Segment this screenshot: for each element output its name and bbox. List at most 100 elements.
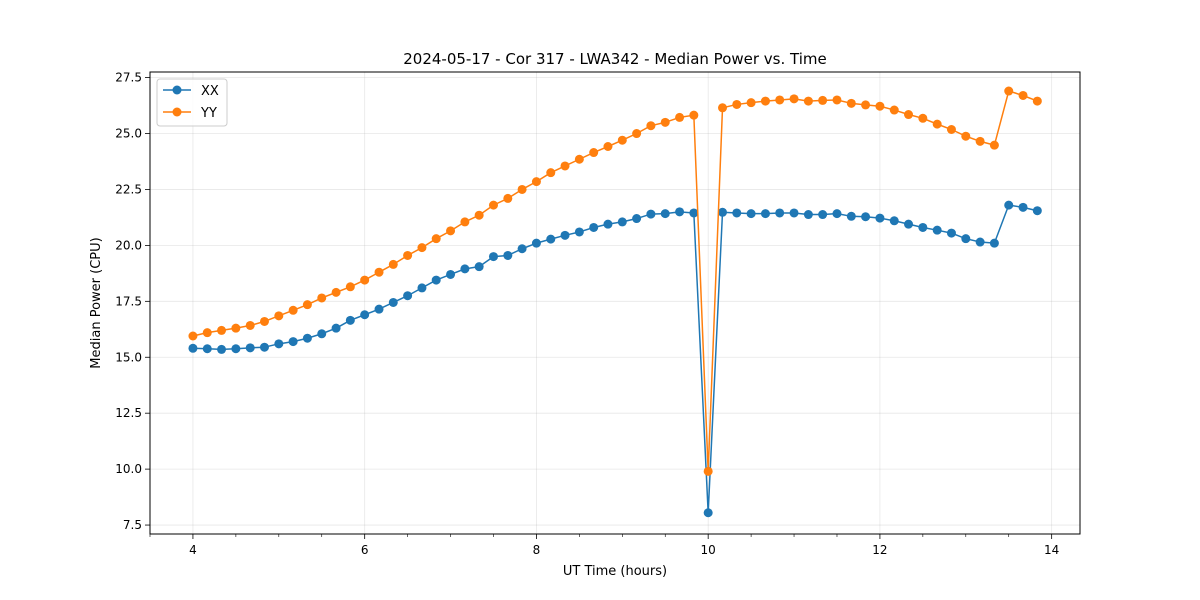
data-point-xx — [732, 208, 742, 218]
data-point-xx — [589, 222, 599, 232]
data-point-yy — [589, 148, 599, 158]
data-point-yy — [675, 112, 685, 122]
data-point-yy — [417, 243, 427, 253]
y-axis-label: Median Power (CPU) — [89, 237, 104, 368]
data-point-yy — [775, 95, 785, 105]
data-point-xx — [560, 230, 570, 240]
data-point-yy — [946, 125, 956, 134]
data-point-yy — [632, 129, 642, 139]
data-point-yy — [474, 210, 484, 220]
x-axis-label: UT Time (hours) — [563, 564, 667, 579]
data-point-xx — [675, 207, 685, 217]
data-point-yy — [202, 328, 212, 338]
y-tick-label: 17.5 — [115, 294, 142, 308]
y-tick-label: 12.5 — [115, 406, 142, 420]
legend-marker-xx — [172, 85, 182, 95]
data-point-xx — [861, 212, 871, 222]
x-tick-label: 14 — [1044, 543, 1059, 557]
data-point-xx — [331, 323, 341, 333]
data-point-xx — [803, 210, 813, 220]
series-lines — [188, 86, 1042, 518]
data-point-xx — [746, 209, 756, 219]
plot-area — [149, 71, 1081, 535]
data-point-yy — [646, 121, 656, 131]
data-point-yy — [1032, 96, 1042, 106]
data-point-xx — [660, 209, 670, 219]
data-point-xx — [388, 297, 398, 307]
series-yy — [188, 86, 1042, 476]
data-point-xx — [574, 227, 584, 237]
data-point-xx — [302, 333, 312, 343]
data-point-xx — [689, 208, 699, 218]
data-point-xx — [245, 343, 255, 353]
data-point-xx — [904, 219, 914, 229]
data-point-xx — [603, 219, 613, 229]
data-point-yy — [517, 184, 527, 194]
data-point-xx — [789, 208, 799, 218]
data-point-xx — [317, 329, 327, 339]
y-tick-label: 27.5 — [115, 71, 142, 85]
data-point-xx — [946, 228, 956, 238]
data-point-yy — [217, 325, 227, 335]
data-point-xx — [274, 339, 284, 349]
data-point-yy — [403, 250, 413, 260]
data-point-xx — [989, 238, 999, 248]
data-point-yy — [904, 110, 914, 120]
data-point-yy — [374, 267, 384, 277]
data-point-xx — [288, 337, 298, 347]
data-point-yy — [746, 98, 756, 108]
data-point-yy — [918, 113, 928, 123]
data-point-xx — [1004, 200, 1014, 210]
data-point-yy — [1018, 90, 1028, 100]
legend-label-yy: YY — [200, 106, 217, 121]
data-point-yy — [245, 320, 255, 330]
data-point-xx — [460, 264, 470, 274]
data-point-xx — [875, 213, 885, 223]
data-point-yy — [546, 168, 556, 178]
data-point-yy — [188, 331, 198, 341]
data-point-xx — [259, 342, 269, 352]
data-point-xx — [775, 208, 785, 218]
data-point-xx — [889, 216, 899, 226]
data-point-yy — [388, 259, 398, 269]
data-point-yy — [803, 96, 813, 106]
y-tick-label: 25.0 — [115, 127, 142, 141]
x-tick-label: 10 — [701, 543, 716, 557]
data-point-yy — [460, 217, 470, 227]
data-point-xx — [503, 250, 513, 260]
data-point-yy — [689, 110, 699, 120]
data-point-yy — [259, 316, 269, 326]
legend: XX YY — [156, 78, 228, 127]
grid — [150, 72, 1080, 534]
data-point-yy — [302, 300, 312, 310]
data-point-xx — [961, 234, 971, 244]
x-tick-label: 6 — [361, 543, 369, 557]
data-point-xx — [832, 209, 842, 219]
data-point-xx — [760, 209, 770, 219]
data-point-xx — [975, 237, 985, 247]
data-point-yy — [861, 100, 871, 110]
data-point-xx — [431, 275, 441, 285]
data-point-xx — [474, 262, 484, 272]
data-point-yy — [603, 142, 613, 151]
data-point-yy — [488, 200, 498, 210]
data-point-xx — [617, 217, 627, 227]
data-point-yy — [1004, 86, 1014, 96]
data-point-xx — [488, 252, 498, 262]
data-point-xx — [417, 283, 427, 293]
data-point-xx — [202, 344, 212, 354]
data-point-yy — [617, 135, 627, 145]
axis-ticks: 4 6 8 10 12 14 7.5 10.0 12.5 15.0 17.5 20.0 22.5 25.0… — [115, 71, 1059, 557]
data-point-yy — [818, 95, 828, 105]
data-point-yy — [961, 131, 971, 141]
y-tick-label: 7.5 — [123, 518, 142, 532]
data-point-xx — [846, 211, 856, 221]
data-point-xx — [531, 238, 541, 248]
data-point-xx — [1032, 206, 1042, 216]
data-point-yy — [703, 466, 713, 476]
data-point-xx — [932, 225, 942, 235]
data-point-yy — [446, 226, 456, 236]
data-point-yy — [288, 305, 298, 315]
legend-label-xx: XX — [201, 84, 219, 99]
